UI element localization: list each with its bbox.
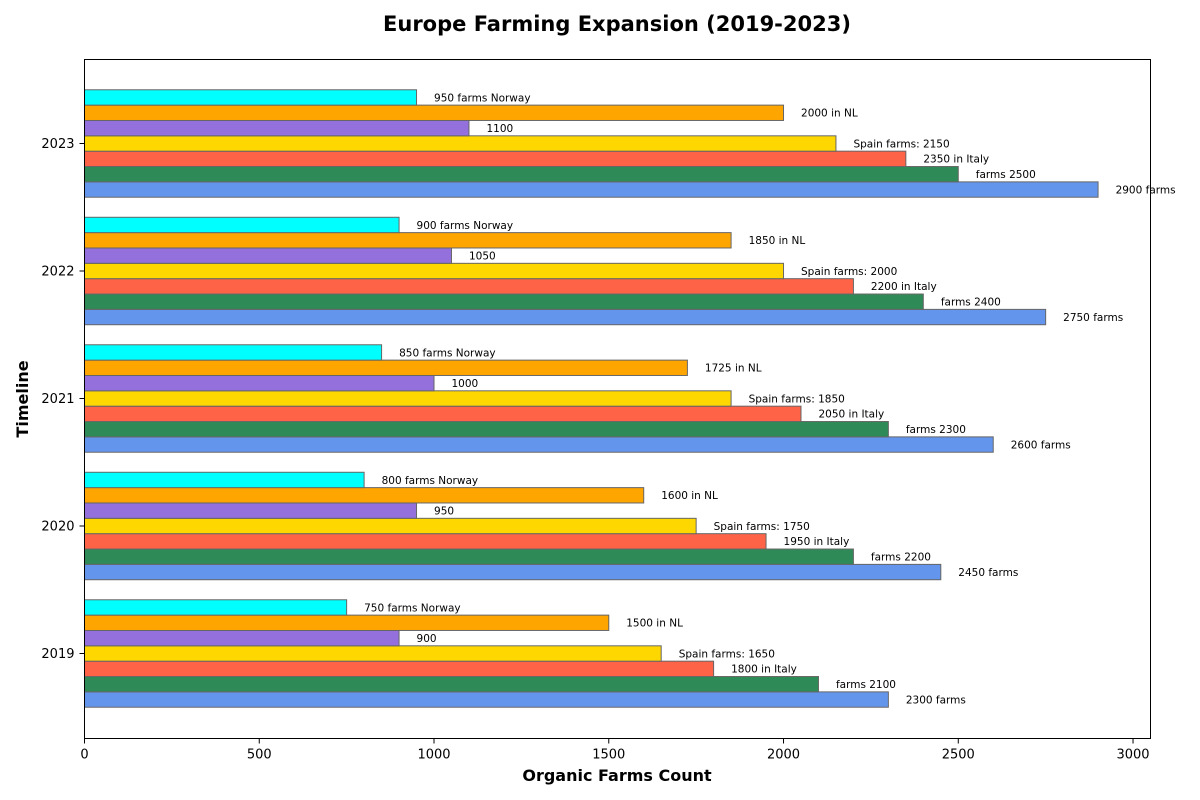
data-label-2019-series-2: farms 2100 — [836, 679, 896, 691]
bar-2023-Spain — [84, 135, 837, 152]
bar-2021-Norway — [84, 344, 383, 361]
data-label-2019-Italy: 1800 in Italy — [731, 664, 797, 676]
bar-2022-Spain — [84, 262, 785, 280]
bar-2020-Norway — [84, 471, 365, 489]
data-label-2022-series-2: farms 2400 — [941, 297, 1001, 309]
bar-2019-Italy — [84, 660, 715, 678]
y-tick-label-2019: 2019 — [41, 647, 74, 662]
data-label-2022-series-5: 1050 — [469, 250, 496, 262]
x-axis-label: Organic Farms Count — [522, 766, 712, 785]
y-tick-label-2022: 2022 — [41, 265, 74, 280]
y-tick-label-2021: 2021 — [41, 392, 74, 407]
bar-2022-series-2 — [84, 293, 924, 310]
x-tick-label-3000: 3000 — [1116, 748, 1149, 763]
bar-2019-series-2 — [84, 676, 819, 693]
bar-2023-series-1 — [84, 181, 1099, 198]
bar-2021-series-2 — [84, 421, 889, 438]
plot-area: 2300 farms farms 2100 1800 in Italy Spain f… — [84, 89, 1176, 708]
x-tick-label-1500: 1500 — [592, 748, 625, 763]
data-label-2020-Norway: 800 farms Norway — [382, 475, 479, 487]
bar-2022-series-5 — [84, 247, 452, 264]
bar-2020-series-1 — [84, 563, 942, 581]
data-label-2021-series-2: farms 2300 — [906, 424, 966, 436]
bar-2019-series-5 — [84, 629, 400, 647]
y-axis-label: Timeline — [13, 360, 32, 437]
bar-2021-Spain — [84, 390, 732, 407]
bar-2021-series-1 — [84, 436, 994, 453]
y-tick-label-2020: 2020 — [41, 520, 74, 535]
x-tick-label-500: 500 — [247, 748, 272, 763]
data-label-2023-Norway: 950 farms Norway — [434, 92, 531, 104]
bar-2023-series-2 — [84, 166, 959, 183]
bar-2022-series-1 — [84, 308, 1047, 326]
bar-2023-Norway — [84, 89, 418, 106]
data-label-2023-NL: 2000 in NL — [801, 108, 858, 120]
chart-title: Europe Farming Expansion (2019-2023) — [383, 12, 851, 36]
bar-2019-NL — [84, 614, 610, 631]
bar-2021-series-5 — [84, 374, 435, 392]
bar-2020-Italy — [84, 533, 767, 550]
bar-2022-NL — [84, 232, 732, 249]
bar-2023-NL — [84, 104, 785, 121]
data-label-2021-Spain: Spain farms: 1850 — [749, 393, 845, 405]
axes: 2019 2020 2021 2022 2023 0 500 1000 1500 2000 2500… — [41, 137, 1149, 763]
bar-2019-Spain — [84, 645, 662, 662]
data-label-2022-NL: 1850 in NL — [749, 235, 806, 247]
data-label-2020-Italy: 1950 in Italy — [784, 536, 850, 548]
data-label-2022-series-1: 2750 farms — [1063, 312, 1123, 324]
bar-2019-Norway — [84, 599, 348, 616]
x-tick-label-1000: 1000 — [417, 748, 450, 763]
bar-2020-NL — [84, 487, 645, 504]
y-tick-label-2023: 2023 — [41, 137, 74, 152]
data-label-2021-Norway: 850 farms Norway — [399, 347, 496, 359]
data-label-2020-Spain: Spain farms: 1750 — [714, 521, 810, 533]
x-tick-label-2000: 2000 — [767, 748, 800, 763]
data-label-2021-series-5: 1000 — [452, 378, 479, 390]
data-label-2023-series-1: 2900 farms — [1116, 184, 1176, 196]
data-label-2023-Spain: Spain farms: 2150 — [853, 138, 949, 150]
data-label-2023-series-2: farms 2500 — [976, 169, 1036, 181]
data-label-2020-series-1: 2450 farms — [958, 567, 1018, 579]
bar-2019-series-1 — [84, 691, 889, 708]
bar-2021-Italy — [84, 405, 802, 423]
bar-2020-series-2 — [84, 548, 854, 565]
data-label-2020-NL: 1600 in NL — [661, 490, 718, 502]
data-label-2019-Norway: 750 farms Norway — [364, 602, 461, 614]
data-label-2020-series-5: 950 — [434, 505, 454, 517]
data-label-2021-NL: 1725 in NL — [705, 363, 762, 375]
x-tick-label-0: 0 — [80, 748, 88, 763]
data-label-2021-Italy: 2050 in Italy — [818, 409, 884, 421]
data-label-2019-series-1: 2300 farms — [906, 694, 966, 706]
bar-2023-Italy — [84, 150, 907, 168]
bar-2020-series-5 — [84, 502, 418, 519]
data-label-2021-series-1: 2600 farms — [1011, 439, 1071, 451]
bar-2021-NL — [84, 359, 688, 376]
data-label-2022-Norway: 900 farms Norway — [417, 220, 514, 232]
x-tick-label-2500: 2500 — [942, 748, 975, 763]
data-label-2020-series-2: farms 2200 — [871, 552, 931, 564]
data-label-2023-Italy: 2350 in Italy — [923, 154, 989, 166]
data-label-2019-series-5: 900 — [417, 633, 437, 645]
data-label-2019-NL: 1500 in NL — [626, 618, 683, 630]
bar-2022-Norway — [84, 216, 400, 234]
data-label-2019-Spain: Spain farms: 1650 — [679, 648, 775, 660]
bar-2022-Italy — [84, 278, 854, 295]
data-label-2022-Italy: 2200 in Italy — [871, 281, 937, 293]
bar-2020-Spain — [84, 517, 697, 535]
data-label-2023-series-5: 1100 — [486, 123, 513, 135]
data-label-2022-Spain: Spain farms: 2000 — [801, 266, 897, 278]
bar-2023-series-5 — [84, 119, 470, 137]
